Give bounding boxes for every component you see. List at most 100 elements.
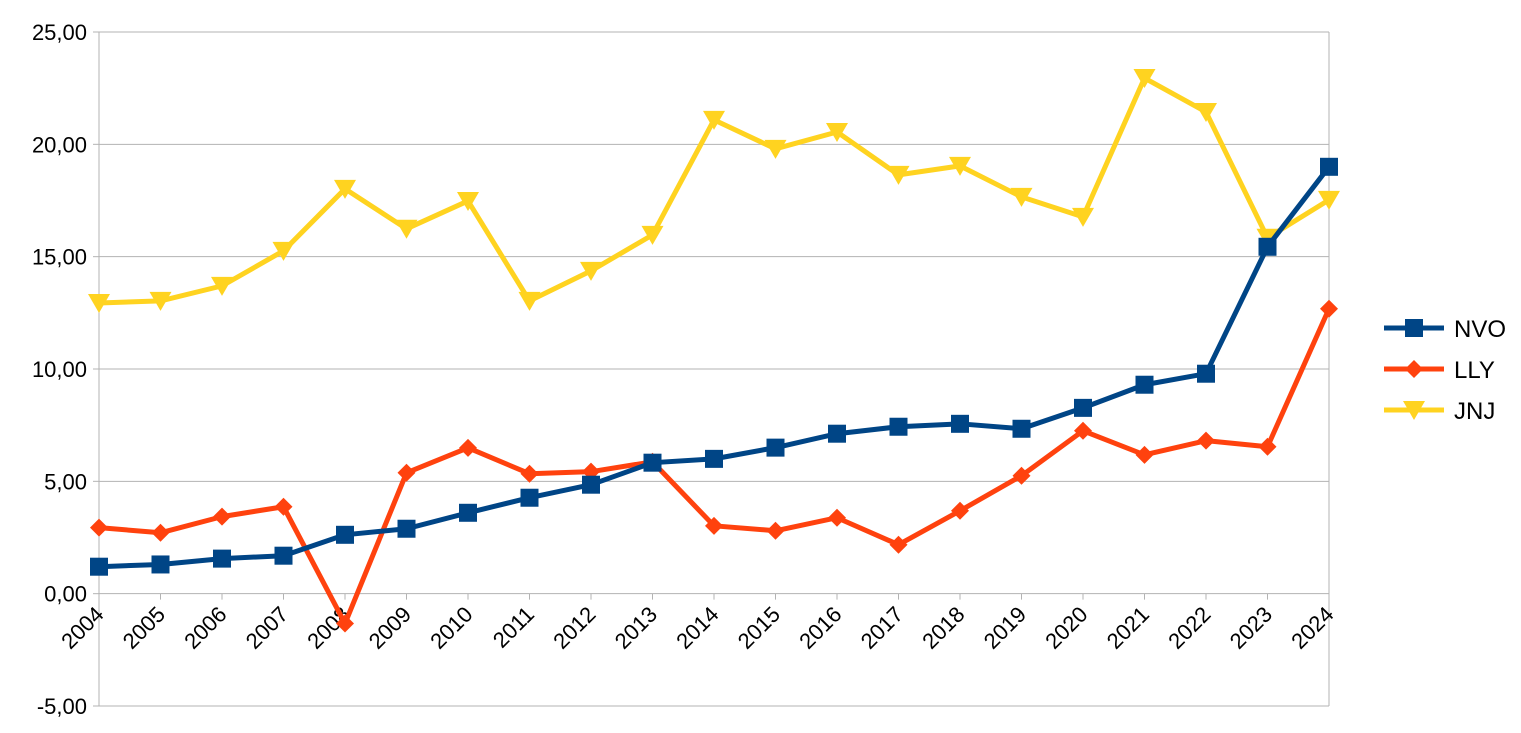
data-point-nvo <box>828 424 846 443</box>
legend-label: NVO <box>1454 316 1506 343</box>
legend-marker <box>1405 360 1423 378</box>
data-point-nvo <box>1197 364 1215 383</box>
x-tick-label: 2011 <box>488 602 539 653</box>
y-tick-label: 15,00 <box>32 245 87 270</box>
data-point-lly <box>151 523 170 542</box>
data-point-nvo <box>520 488 539 507</box>
data-point-lly <box>459 438 477 457</box>
data-point-lly <box>520 464 539 483</box>
y-tick-label: 20,00 <box>32 132 87 157</box>
data-point-nvo <box>766 438 785 457</box>
data-point-jnj <box>457 191 479 211</box>
data-point-lly <box>705 516 723 535</box>
data-point-lly <box>766 521 785 540</box>
x-tick-label: 2012 <box>548 602 600 654</box>
data-point-jnj <box>826 122 848 142</box>
data-point-jnj <box>272 241 295 261</box>
x-tick-label: 2023 <box>1225 602 1277 654</box>
y-tick-label: 10,00 <box>32 357 87 382</box>
data-point-lly <box>213 507 231 526</box>
data-point-nvo <box>951 414 969 433</box>
data-point-jnj <box>1133 69 1156 89</box>
legend-label: JNJ <box>1454 398 1495 425</box>
data-point-nvo <box>643 453 662 472</box>
data-point-nvo <box>1074 398 1092 417</box>
data-point-lly <box>1197 431 1215 450</box>
data-point-jnj <box>764 139 787 159</box>
y-tick-label: -5,00 <box>37 694 87 719</box>
data-point-lly <box>828 508 846 527</box>
data-point-nvo <box>459 503 477 522</box>
x-tick-label: 2022 <box>1163 602 1215 654</box>
data-point-jnj <box>1318 190 1340 210</box>
data-point-nvo <box>151 555 170 574</box>
data-point-jnj <box>703 110 725 130</box>
data-point-lly <box>1074 421 1092 440</box>
data-point-jnj <box>88 293 110 313</box>
data-point-nvo <box>582 475 600 494</box>
data-point-nvo <box>889 417 908 436</box>
data-point-lly <box>1012 466 1031 485</box>
data-point-lly <box>1135 445 1154 464</box>
data-point-jnj <box>949 156 971 176</box>
data-point-jnj <box>641 225 664 245</box>
data-point-nvo <box>1135 375 1154 394</box>
data-point-lly <box>274 497 293 516</box>
data-point-lly <box>889 535 908 554</box>
data-point-jnj <box>580 261 602 281</box>
data-point-jnj <box>518 291 541 311</box>
data-point-nvo <box>1320 157 1338 176</box>
y-tick-label: 5,00 <box>44 469 87 494</box>
legend-label: LLY <box>1454 357 1495 384</box>
series-jnj <box>88 69 1340 313</box>
x-tick-label: 2009 <box>364 602 416 654</box>
data-point-nvo <box>1012 419 1031 438</box>
y-axis-ticks: -5,00 0,00 5,00 10,00 15,00 20,00 25,00 <box>32 20 87 719</box>
x-tick-label: 2010 <box>425 602 477 654</box>
data-point-lly <box>951 501 969 520</box>
data-point-jnj <box>1010 187 1033 207</box>
data-point-lly <box>1320 299 1338 318</box>
data-point-jnj <box>395 219 418 239</box>
legend-item-jnj: JNJ <box>1384 398 1495 425</box>
data-point-nvo <box>397 519 416 538</box>
legend-item-lly: LLY <box>1384 357 1495 384</box>
data-point-lly <box>336 614 354 633</box>
legend-item-nvo: NVO <box>1384 316 1506 343</box>
x-tick-label: 2006 <box>179 602 231 654</box>
series-lines <box>88 69 1340 633</box>
x-tick-label: 2017 <box>856 602 908 654</box>
data-point-jnj <box>149 291 172 311</box>
y-tick-label: 0,00 <box>44 582 87 607</box>
legend: NVO LLY JNJ <box>1384 316 1506 425</box>
data-point-jnj <box>211 276 233 296</box>
data-point-jnj <box>334 179 356 199</box>
series-nvo <box>90 157 1338 576</box>
data-point-lly <box>397 463 416 482</box>
legend-marker <box>1403 401 1425 420</box>
x-tick-label: 2013 <box>610 602 662 654</box>
data-point-lly <box>90 518 108 537</box>
x-tick-label: 2015 <box>733 602 785 654</box>
x-tick-label: 2004 <box>56 602 108 654</box>
x-tick-label: 2020 <box>1040 602 1092 654</box>
data-point-jnj <box>1195 102 1217 122</box>
y-tick-label: 25,00 <box>32 20 87 45</box>
x-axis-ticks: 2004 2005 2006 2007 2008 2009 2010 2011 2012 2013… <box>56 602 1338 654</box>
x-tick-label: 2021 <box>1102 602 1154 654</box>
data-point-jnj <box>887 165 910 185</box>
legend-marker <box>1405 319 1423 337</box>
x-tick-label: 2016 <box>794 602 846 654</box>
data-point-nvo <box>274 546 293 565</box>
data-point-nvo <box>90 557 108 576</box>
gridlines <box>93 31 1330 707</box>
data-point-nvo <box>705 449 723 468</box>
x-tick-label: 2005 <box>118 602 170 654</box>
x-tick-label: 2014 <box>671 602 723 654</box>
x-tick-label: 2018 <box>917 602 969 654</box>
data-point-nvo <box>213 549 231 568</box>
x-tick-label: 2019 <box>979 602 1031 654</box>
data-point-nvo <box>1258 237 1277 256</box>
data-point-nvo <box>336 525 354 544</box>
